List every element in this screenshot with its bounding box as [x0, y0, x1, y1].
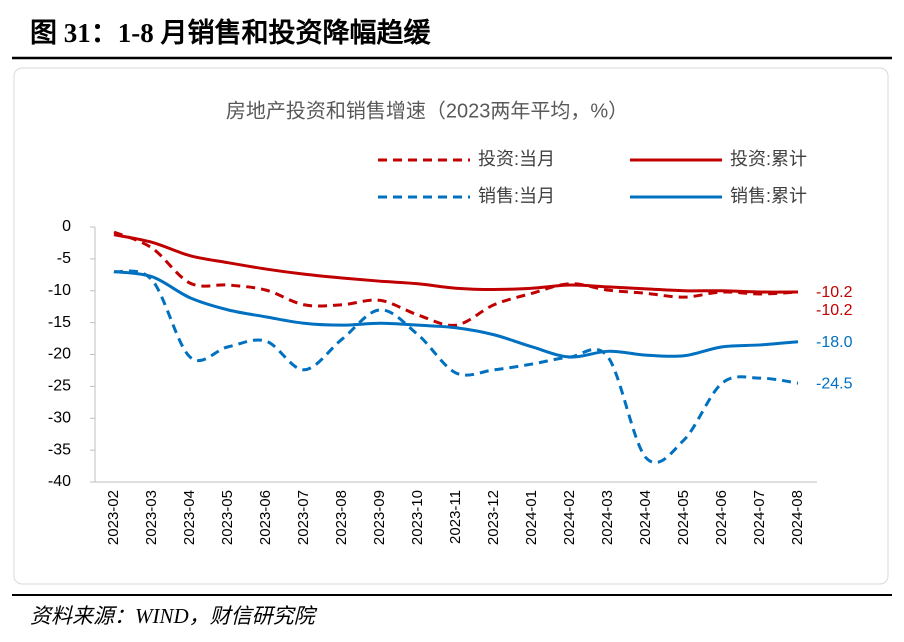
- x-tick-label: 2024-05: [675, 490, 692, 545]
- series-line: [113, 230, 799, 327]
- series-line: [113, 270, 799, 359]
- y-tick-label: -15: [48, 314, 71, 331]
- x-tick-label: 2024-07: [751, 490, 768, 545]
- y-tick-label: 0: [62, 218, 71, 235]
- x-tick-label: 2023-08: [333, 490, 350, 545]
- x-tick-label: 2024-01: [523, 490, 540, 545]
- x-tick-label: 2024-03: [599, 490, 616, 545]
- x-tick-label: 2023-12: [485, 490, 502, 545]
- x-tick-label: 2023-02: [105, 490, 122, 545]
- value-label: -24.5: [816, 375, 853, 392]
- x-tick-label: 2023-11: [447, 490, 464, 544]
- x-tick-label: 2024-02: [561, 490, 578, 545]
- y-tick-label: -25: [48, 378, 71, 395]
- x-tick-label: 2023-04: [181, 490, 198, 545]
- legend-label: 投资:当月: [478, 149, 555, 169]
- legend-label: 投资:累计: [730, 149, 807, 169]
- x-tick-label: 2023-06: [257, 490, 274, 545]
- y-tick-label: -10: [48, 282, 71, 299]
- y-tick-label: -5: [57, 250, 71, 267]
- y-tick-label: -40: [48, 473, 71, 490]
- chart-title: 房地产投资和销售增速（2023两年平均，%）: [226, 99, 628, 122]
- legend-label: 销售:当月: [478, 186, 555, 206]
- x-tick-label: 2024-08: [789, 490, 806, 545]
- x-tick-label: 2024-04: [637, 490, 654, 545]
- x-tick-label: 2023-07: [295, 490, 312, 545]
- x-tick-label: 2023-05: [219, 490, 236, 545]
- legend-label: 销售:累计: [730, 186, 807, 206]
- plot: 0 -5 -10 -15 -20 -25 -30 -35 -40 2023-02 2023-03 20…: [48, 149, 853, 545]
- value-label: -10.2: [816, 284, 853, 301]
- x-tick-label: 2023-03: [143, 490, 160, 545]
- value-label: -18.0: [816, 334, 853, 351]
- y-tick-label: -20: [48, 346, 71, 363]
- source-note: 资料来源：WIND，财信研究院: [30, 604, 318, 628]
- x-tick-label: 2024-06: [713, 490, 730, 545]
- y-tick-label: -35: [48, 441, 71, 458]
- x-tick-label: 2023-09: [371, 490, 388, 545]
- value-label: -10.2: [816, 302, 853, 319]
- figure-title: 图 31：1-8 月销售和投资降幅趋缓: [30, 17, 431, 48]
- x-tick-label: 2023-10: [409, 490, 426, 545]
- series-line: [113, 233, 799, 294]
- y-tick-label: -30: [48, 409, 71, 426]
- series-line: [113, 269, 799, 465]
